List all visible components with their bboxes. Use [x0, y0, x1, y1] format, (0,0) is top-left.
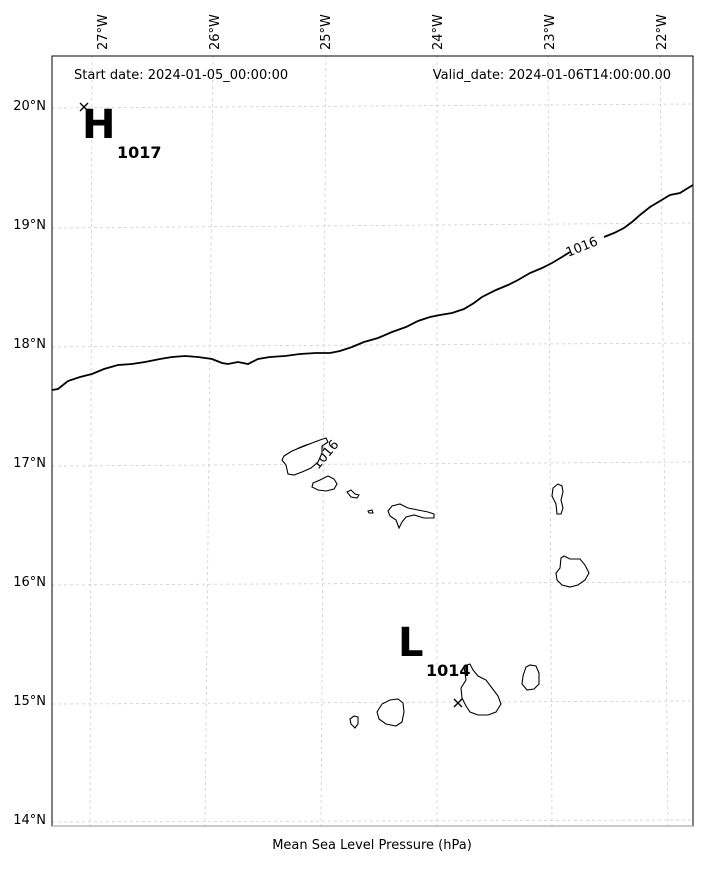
island-brava	[349, 715, 359, 729]
lat-label-17n: 17°N	[13, 456, 46, 471]
lon-label-23w: 23°W	[543, 14, 558, 50]
island-santa-luzia	[346, 489, 360, 499]
isobar-label-1016-main: 1016	[564, 234, 600, 260]
coastlines	[281, 437, 590, 729]
high-letter: H	[82, 102, 115, 148]
start-date-label: Start date: 2024-01-05_00:00:00	[74, 68, 288, 83]
island-santo-antao	[281, 437, 329, 476]
island-maio	[521, 664, 540, 691]
high-pressure-center: H 1017	[79, 102, 162, 162]
island-branco	[367, 509, 374, 514]
island-boa-vista	[555, 555, 590, 588]
island-sao-vicente	[311, 475, 338, 492]
low-letter: L	[398, 620, 424, 666]
high-center-cross	[79, 102, 89, 112]
latitude-tick-labels: 20°N 19°N 18°N 17°N 16°N 15°N 14°N	[13, 99, 46, 828]
island-sal	[551, 483, 564, 515]
lat-label-14n: 14°N	[13, 813, 46, 828]
lon-label-25w: 25°W	[319, 14, 334, 50]
island-santiago	[460, 663, 502, 716]
graticule	[51, 55, 694, 827]
lon-label-24w: 24°W	[431, 14, 446, 50]
lon-label-22w: 22°W	[655, 14, 670, 50]
island-sao-nicolau	[387, 503, 435, 530]
lat-label-19n: 19°N	[13, 218, 46, 233]
lon-label-26w: 26°W	[208, 14, 223, 50]
low-value: 1014	[426, 661, 471, 680]
low-pressure-center: L 1014	[398, 620, 471, 708]
isobar-1016-main	[51, 184, 694, 391]
low-center-cross	[453, 698, 463, 708]
variable-label: Mean Sea Level Pressure (hPa)	[272, 838, 472, 853]
lat-label-18n: 18°N	[13, 337, 46, 352]
lat-label-20n: 20°N	[13, 99, 46, 114]
valid-date-label: Valid_date: 2024-01-06T14:00:00.00	[433, 68, 671, 83]
longitude-tick-labels: 27°W 26°W 25°W 24°W 23°W 22°W	[96, 14, 670, 50]
island-fogo	[376, 698, 405, 727]
map-frame	[51, 55, 694, 827]
high-value: 1017	[117, 143, 162, 162]
lon-label-27w: 27°W	[96, 14, 111, 50]
lat-label-16n: 16°N	[13, 575, 46, 590]
lat-label-15n: 15°N	[13, 694, 46, 709]
